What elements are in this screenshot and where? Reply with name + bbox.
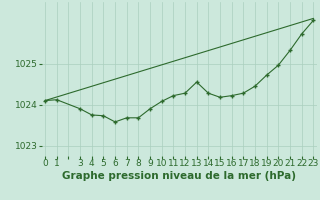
X-axis label: Graphe pression niveau de la mer (hPa): Graphe pression niveau de la mer (hPa): [62, 171, 296, 181]
